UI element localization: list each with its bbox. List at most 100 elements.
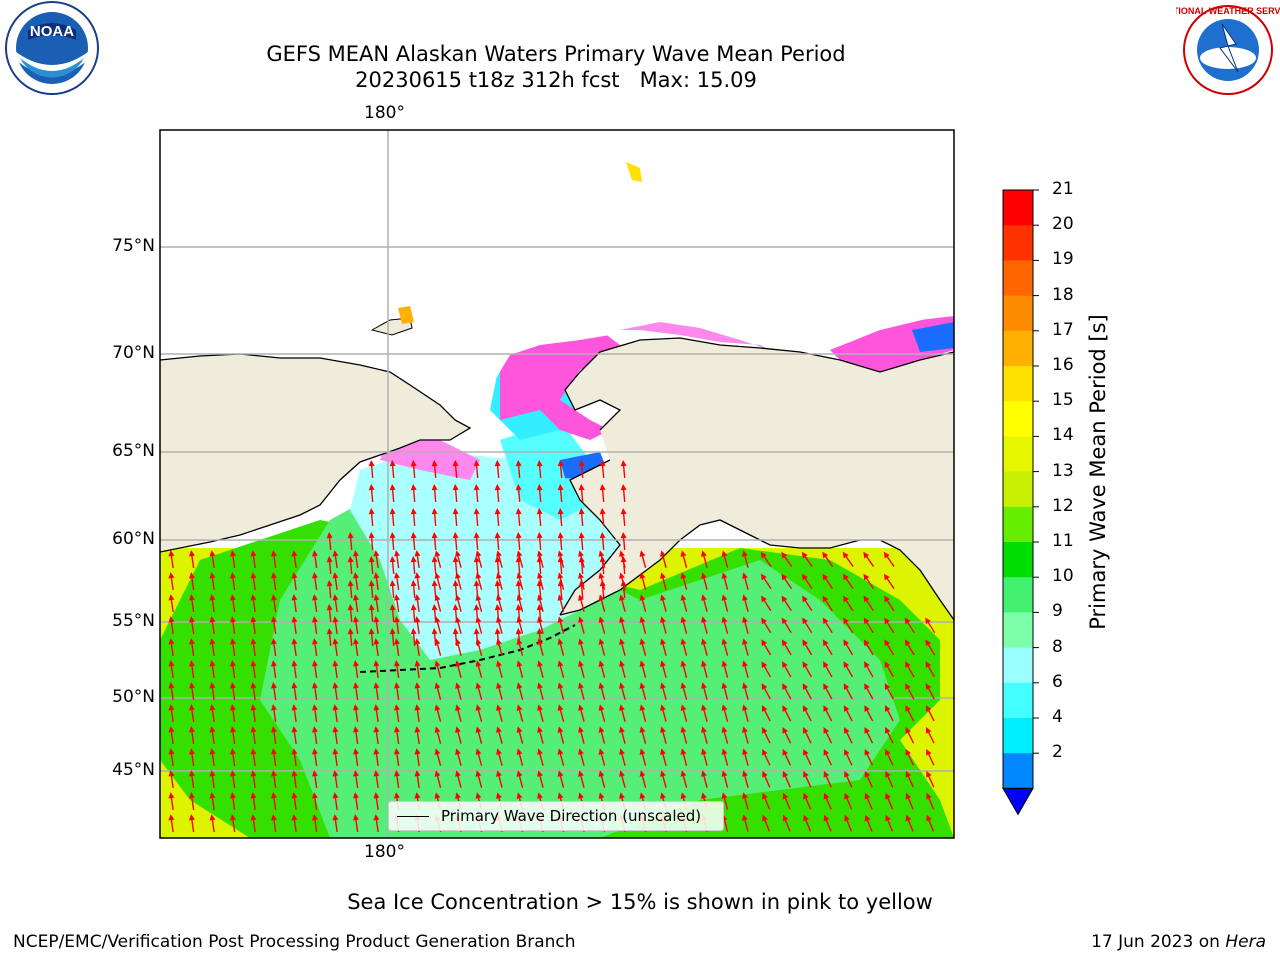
wave-arrow <box>803 727 812 744</box>
wave-arrow <box>410 556 417 575</box>
wave-arrow <box>431 556 438 575</box>
colorbar-segment <box>1003 295 1033 332</box>
wave-arrow <box>782 814 791 832</box>
wave-arrow <box>475 660 483 678</box>
wave-arrow <box>742 792 749 810</box>
wave-arrow <box>782 683 792 700</box>
wave-arrow <box>680 748 688 766</box>
wave-arrow <box>680 550 688 568</box>
wave-arrow <box>389 580 396 599</box>
ocean-field-cyan2 <box>500 420 600 520</box>
wave-arrow <box>620 580 627 599</box>
wave-arrow <box>721 572 729 590</box>
wave-arrow <box>557 532 564 551</box>
wave-arrow <box>168 726 175 745</box>
wave-arrow <box>270 638 277 657</box>
wave-arrow <box>742 704 749 722</box>
wave-arrow <box>352 748 359 767</box>
wave-arrow <box>760 551 772 567</box>
wave-arrow <box>864 705 874 722</box>
wave-arrow <box>168 704 175 723</box>
wave-arrow <box>291 638 298 657</box>
wave-arrow <box>822 639 833 656</box>
wave-arrow <box>332 748 339 767</box>
wave-arrow <box>347 604 354 623</box>
wave-arrow <box>229 660 236 679</box>
wave-arrow <box>537 726 544 744</box>
wave-arrow <box>352 594 359 613</box>
wave-arrow <box>762 727 771 744</box>
colorbar-segment <box>1003 190 1033 226</box>
wave-arrow <box>721 660 729 678</box>
wave-arrow <box>905 770 914 788</box>
wave-arrow <box>823 748 833 766</box>
wave-arrow <box>822 551 834 567</box>
wave-arrow <box>619 682 626 700</box>
wave-arrow <box>347 532 354 551</box>
wave-arrow <box>326 532 333 551</box>
wave-arrow <box>168 550 175 569</box>
wave-arrow <box>578 682 585 700</box>
wave-arrow <box>347 580 354 599</box>
colorbar-tick-label: 9 <box>1052 601 1063 622</box>
wave-arrow <box>680 638 688 656</box>
wave-arrow <box>905 748 915 766</box>
wave-arrow <box>229 748 236 767</box>
lat-label-65: 65°N <box>112 441 155 461</box>
wave-arrow <box>229 572 236 591</box>
graticule <box>160 130 954 838</box>
colorbar-segment <box>1003 647 1033 684</box>
wave-arrow <box>352 704 359 723</box>
wave-arrow <box>742 726 749 744</box>
wave-arrow <box>311 726 318 745</box>
wave-arrow <box>332 660 339 679</box>
wave-arrow <box>598 638 606 656</box>
wave-arrow <box>536 532 543 551</box>
wave-arrow <box>598 748 606 766</box>
wave-arrow <box>639 550 647 568</box>
noaa-logo: NOAA <box>0 0 104 100</box>
map-legend: Primary Wave Direction (unscaled) <box>388 801 724 831</box>
wave-arrow <box>209 616 216 635</box>
wave-arrow <box>578 660 585 678</box>
wave-arrow <box>496 572 503 590</box>
wave-arrow <box>414 770 421 789</box>
wave-arrow <box>721 594 729 612</box>
colorbar-segment <box>1003 682 1033 719</box>
wave-arrow <box>803 770 812 788</box>
wave-arrow <box>536 604 543 623</box>
wave-arrow <box>270 770 277 789</box>
wave-arrow <box>905 792 914 810</box>
wave-arrow <box>598 660 606 678</box>
wave-arrow <box>393 770 400 789</box>
wave-arrow <box>414 550 421 569</box>
wave-arrow <box>578 460 585 479</box>
wave-arrow <box>721 770 729 788</box>
wave-arrow <box>410 628 417 647</box>
wave-arrow <box>352 770 359 789</box>
wave-arrow <box>494 484 501 503</box>
colorbar-segment <box>1003 718 1033 754</box>
wave-arrow <box>557 594 565 612</box>
wave-arrow <box>721 682 729 700</box>
wave-arrow <box>431 580 438 599</box>
wave-arrow <box>701 572 708 590</box>
wave-arrow <box>494 580 501 599</box>
wave-arrow <box>414 638 421 657</box>
wave-arrow <box>373 748 380 767</box>
wave-arrow <box>761 639 772 656</box>
wave-arrow <box>619 660 626 678</box>
wave-arrow <box>721 748 729 766</box>
colorbar-tick-label: 18 <box>1052 284 1074 305</box>
wave-arrow <box>250 814 257 833</box>
wave-arrow <box>393 704 400 723</box>
wave-arrow <box>393 594 400 613</box>
wave-arrow <box>389 484 396 503</box>
wave-arrow <box>452 532 459 551</box>
colorbar-segment <box>1003 225 1033 261</box>
wave-arrow <box>516 770 524 788</box>
wave-arrow <box>291 770 298 789</box>
wave-arrow <box>823 814 832 832</box>
wave-arrow <box>884 661 895 678</box>
wave-arrow <box>270 726 277 745</box>
